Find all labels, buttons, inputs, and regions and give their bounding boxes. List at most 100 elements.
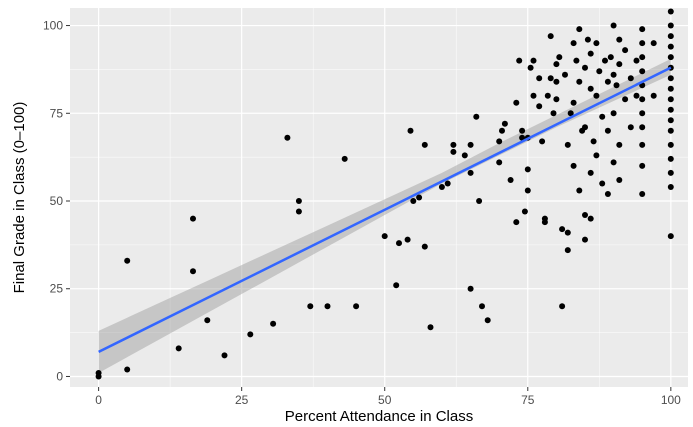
data-point	[633, 92, 640, 99]
data-point	[667, 169, 674, 176]
data-point	[221, 352, 228, 359]
data-point	[393, 282, 400, 289]
data-point	[587, 169, 594, 176]
y-tick-label: 25	[50, 282, 64, 296]
data-point	[604, 78, 611, 85]
data-point	[556, 54, 563, 61]
data-point	[599, 180, 606, 187]
data-point	[667, 106, 674, 113]
data-point	[667, 233, 674, 240]
data-point	[524, 187, 531, 194]
data-point	[521, 208, 528, 215]
data-point	[539, 138, 546, 145]
data-point	[404, 236, 411, 243]
data-point	[604, 191, 611, 197]
data-point	[553, 61, 560, 68]
data-point	[576, 78, 583, 85]
data-point	[639, 68, 646, 75]
data-point	[427, 324, 434, 331]
data-point	[582, 64, 588, 71]
data-point	[95, 373, 102, 380]
data-point	[667, 43, 674, 50]
y-axis-title: Final Grade in Class (0–100)	[11, 102, 28, 294]
data-point	[544, 92, 551, 99]
data-point	[650, 40, 657, 47]
data-point	[667, 127, 674, 134]
data-point	[667, 184, 674, 190]
data-point	[547, 33, 554, 40]
data-point	[421, 141, 428, 148]
data-point	[587, 50, 594, 57]
data-point	[410, 198, 417, 204]
data-point	[616, 61, 623, 68]
data-point	[421, 243, 428, 250]
data-point	[584, 36, 591, 43]
data-point	[476, 198, 483, 204]
data-point	[593, 92, 600, 99]
data-point	[467, 169, 474, 176]
data-point	[667, 8, 674, 15]
data-point	[553, 78, 560, 85]
data-point	[467, 285, 474, 292]
data-point	[667, 85, 674, 92]
data-point	[639, 141, 646, 148]
data-point	[570, 99, 577, 106]
x-tick-label: 25	[235, 393, 249, 407]
data-point	[175, 345, 182, 352]
data-point	[479, 303, 485, 310]
x-tick-label: 50	[378, 393, 392, 407]
x-axis-title: Percent Attendance in Class	[285, 408, 473, 425]
trend-line-layer	[98, 66, 672, 354]
data-point	[190, 268, 196, 275]
data-point	[639, 26, 646, 33]
plot-panel	[70, 8, 688, 387]
data-point	[353, 303, 360, 310]
data-point	[667, 75, 674, 82]
x-tick-label: 100	[661, 393, 681, 407]
data-point	[582, 124, 588, 131]
data-point	[467, 141, 474, 148]
data-point	[295, 198, 302, 204]
data-point	[639, 54, 646, 61]
data-point	[536, 103, 543, 110]
trend-line	[98, 66, 672, 354]
data-point	[270, 320, 277, 327]
data-point	[616, 177, 623, 183]
data-point	[607, 54, 614, 61]
data-point	[564, 247, 571, 254]
data-point	[667, 33, 674, 40]
data-point	[547, 75, 554, 82]
data-point	[247, 331, 254, 338]
data-point	[610, 71, 617, 78]
data-point	[616, 36, 623, 43]
data-point	[613, 82, 620, 89]
data-point	[295, 208, 302, 215]
data-point	[593, 40, 600, 47]
data-point	[473, 113, 480, 120]
data-point	[570, 162, 577, 169]
data-point	[602, 57, 608, 64]
data-point	[550, 110, 557, 117]
data-point	[639, 124, 646, 131]
data-point	[610, 110, 617, 117]
data-point	[553, 96, 560, 103]
data-point	[513, 219, 520, 226]
data-point	[599, 113, 606, 120]
data-point	[610, 159, 617, 166]
data-point	[562, 71, 568, 78]
data-point	[341, 155, 348, 162]
data-point	[593, 152, 600, 159]
data-point	[596, 68, 603, 75]
data-point	[590, 138, 597, 145]
data-point	[416, 194, 423, 201]
data-point	[450, 148, 457, 155]
data-point	[667, 22, 674, 29]
data-point	[639, 162, 646, 169]
y-tick-label: 0	[56, 369, 63, 383]
data-point	[582, 212, 588, 218]
data-point	[570, 40, 577, 47]
data-point	[587, 215, 594, 222]
data-point	[507, 177, 514, 183]
grid-lines	[70, 8, 688, 387]
data-point	[610, 22, 617, 29]
